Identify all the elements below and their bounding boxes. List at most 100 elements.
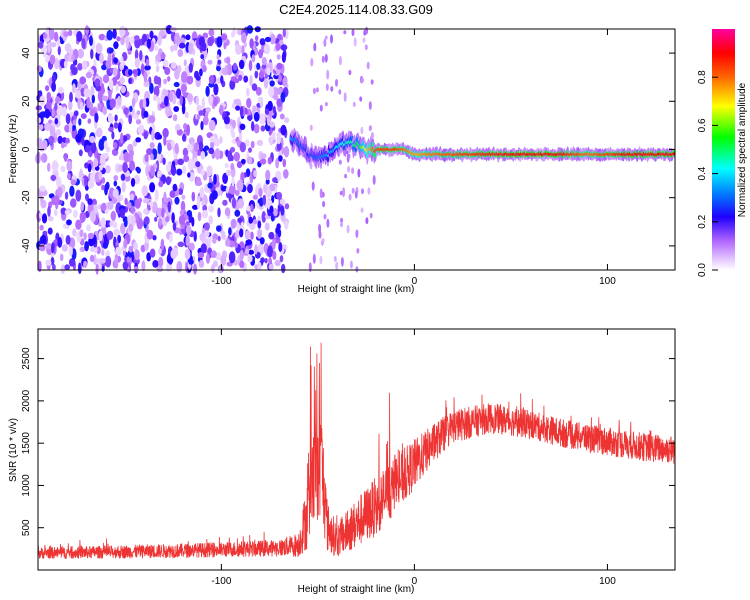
spectrogram-cell xyxy=(362,37,366,43)
spectrogram-cell xyxy=(135,119,142,125)
spectrogram-cell xyxy=(51,109,55,118)
spectrogram-cell xyxy=(263,78,269,89)
spectrogram-cell xyxy=(123,238,128,249)
spectrogram-cell xyxy=(218,190,223,196)
spectrogram-cell xyxy=(276,54,281,60)
spectrogram-cell xyxy=(267,245,274,258)
spectrogram-cell xyxy=(157,34,162,46)
spectrogram-cell xyxy=(39,224,44,231)
spectrogram-cell xyxy=(173,43,178,51)
spectrogram-cell xyxy=(76,31,83,42)
spectrogram-cell xyxy=(232,119,236,129)
spectrogram-cell xyxy=(115,83,119,92)
spectrogram-cell xyxy=(108,126,114,132)
spectrogram-cell xyxy=(176,261,183,273)
spectrogram-cell xyxy=(271,239,276,250)
spectrogram-cell xyxy=(186,124,191,136)
spectrogram-cell xyxy=(370,132,374,140)
spectrogram-cell xyxy=(54,57,60,70)
spectrogram-cell xyxy=(152,235,157,241)
spectrogram-cell xyxy=(55,96,61,104)
spectrogram-cell xyxy=(276,62,283,70)
spectrogram-cell xyxy=(108,90,112,101)
spectrogram-cell xyxy=(49,125,56,137)
spectrogram-cell xyxy=(340,217,344,223)
spectrogram-cell xyxy=(202,42,207,52)
spectrogram-cell xyxy=(273,94,279,101)
spectrogram-cell xyxy=(196,114,201,120)
spectrogram-cell xyxy=(238,132,243,141)
spectrogram-cell xyxy=(246,87,250,97)
spectrogram-cell xyxy=(208,205,215,213)
spectrogram-cell xyxy=(247,183,253,194)
spectrogram-cell xyxy=(246,156,253,165)
spectrogram-cell xyxy=(68,99,73,111)
spectrogram-cell xyxy=(167,142,172,151)
y-tick-label: 1000 xyxy=(21,474,32,497)
spectrogram-cell xyxy=(95,42,103,55)
spectrogram-cell xyxy=(348,69,352,76)
colorbar-tick-label: 0.6 xyxy=(697,118,708,132)
spectrogram-cell xyxy=(111,131,115,140)
spectrogram-cell xyxy=(312,253,316,264)
spectrogram-cell xyxy=(284,203,290,210)
spectrogram-cell xyxy=(276,191,283,200)
spectrogram-cell xyxy=(255,35,259,42)
spectrogram-cell xyxy=(178,188,184,196)
spectrogram-cell xyxy=(361,188,364,195)
spectrogram-cell xyxy=(273,207,278,217)
spectrogram-cell xyxy=(210,264,215,274)
spectrogram-cell xyxy=(253,123,260,134)
spectrogram-cell xyxy=(224,162,229,169)
spectrogram-cell xyxy=(47,162,51,172)
spectrogram-cell xyxy=(118,155,123,161)
spectrogram-cell xyxy=(232,62,238,71)
spectrogram-cell xyxy=(194,142,199,152)
spectrogram-x-label: Height of straight line (km) xyxy=(298,284,415,295)
spectrogram-cell xyxy=(269,80,275,87)
spectrogram-cell xyxy=(90,48,94,60)
spectrogram-cell xyxy=(45,259,52,266)
spectrogram-cell xyxy=(248,249,255,255)
spectrogram-cell xyxy=(79,246,86,252)
spectrogram-cell xyxy=(116,196,121,203)
spectrogram-cell xyxy=(181,103,186,115)
spectrogram-cell xyxy=(217,207,221,218)
spectrogram-cell xyxy=(158,30,166,37)
spectrogram-cell xyxy=(79,76,87,85)
spectrogram-cell xyxy=(153,94,158,101)
spectrogram-cell xyxy=(46,91,52,102)
spectrogram-cell xyxy=(158,256,164,268)
spectrogram-cell xyxy=(280,124,287,136)
spectrogram-cell xyxy=(48,28,55,41)
spectrogram-cell xyxy=(342,187,346,198)
spectrogram-cell xyxy=(79,168,83,178)
spectrogram-cell xyxy=(57,186,63,198)
spectrogram-cell xyxy=(201,200,206,207)
spectrogram-cell xyxy=(113,175,119,181)
spectrogram-cell xyxy=(222,172,229,184)
spectrogram-cell xyxy=(338,55,342,66)
spectrogram-cell xyxy=(72,209,78,218)
spectrogram-cell xyxy=(251,54,256,63)
spectrogram-cell xyxy=(233,98,241,105)
spectrogram-cell xyxy=(198,141,204,152)
spectrogram-cell xyxy=(204,222,210,231)
spectrogram-cell xyxy=(225,169,232,176)
spectrogram-cell xyxy=(41,213,48,224)
spectrogram-cell xyxy=(272,177,278,183)
spectrogram-cell xyxy=(64,43,72,53)
spectrogram-cell xyxy=(233,151,240,162)
spectrogram-cell xyxy=(343,30,347,35)
spectrogram-cell xyxy=(179,37,186,45)
colorbar-tick-label: 0.4 xyxy=(697,166,708,180)
spectrogram-cell xyxy=(117,234,121,244)
spectrogram-cell xyxy=(212,238,217,244)
spectrogram-cell xyxy=(143,110,149,118)
spectrogram-cell xyxy=(94,78,101,88)
spectrogram-cell xyxy=(261,211,267,223)
spectrogram-cell xyxy=(203,145,210,151)
spectrogram-cell xyxy=(237,217,243,223)
spectrogram-cell xyxy=(130,177,136,187)
spectrogram-cell xyxy=(197,252,205,259)
